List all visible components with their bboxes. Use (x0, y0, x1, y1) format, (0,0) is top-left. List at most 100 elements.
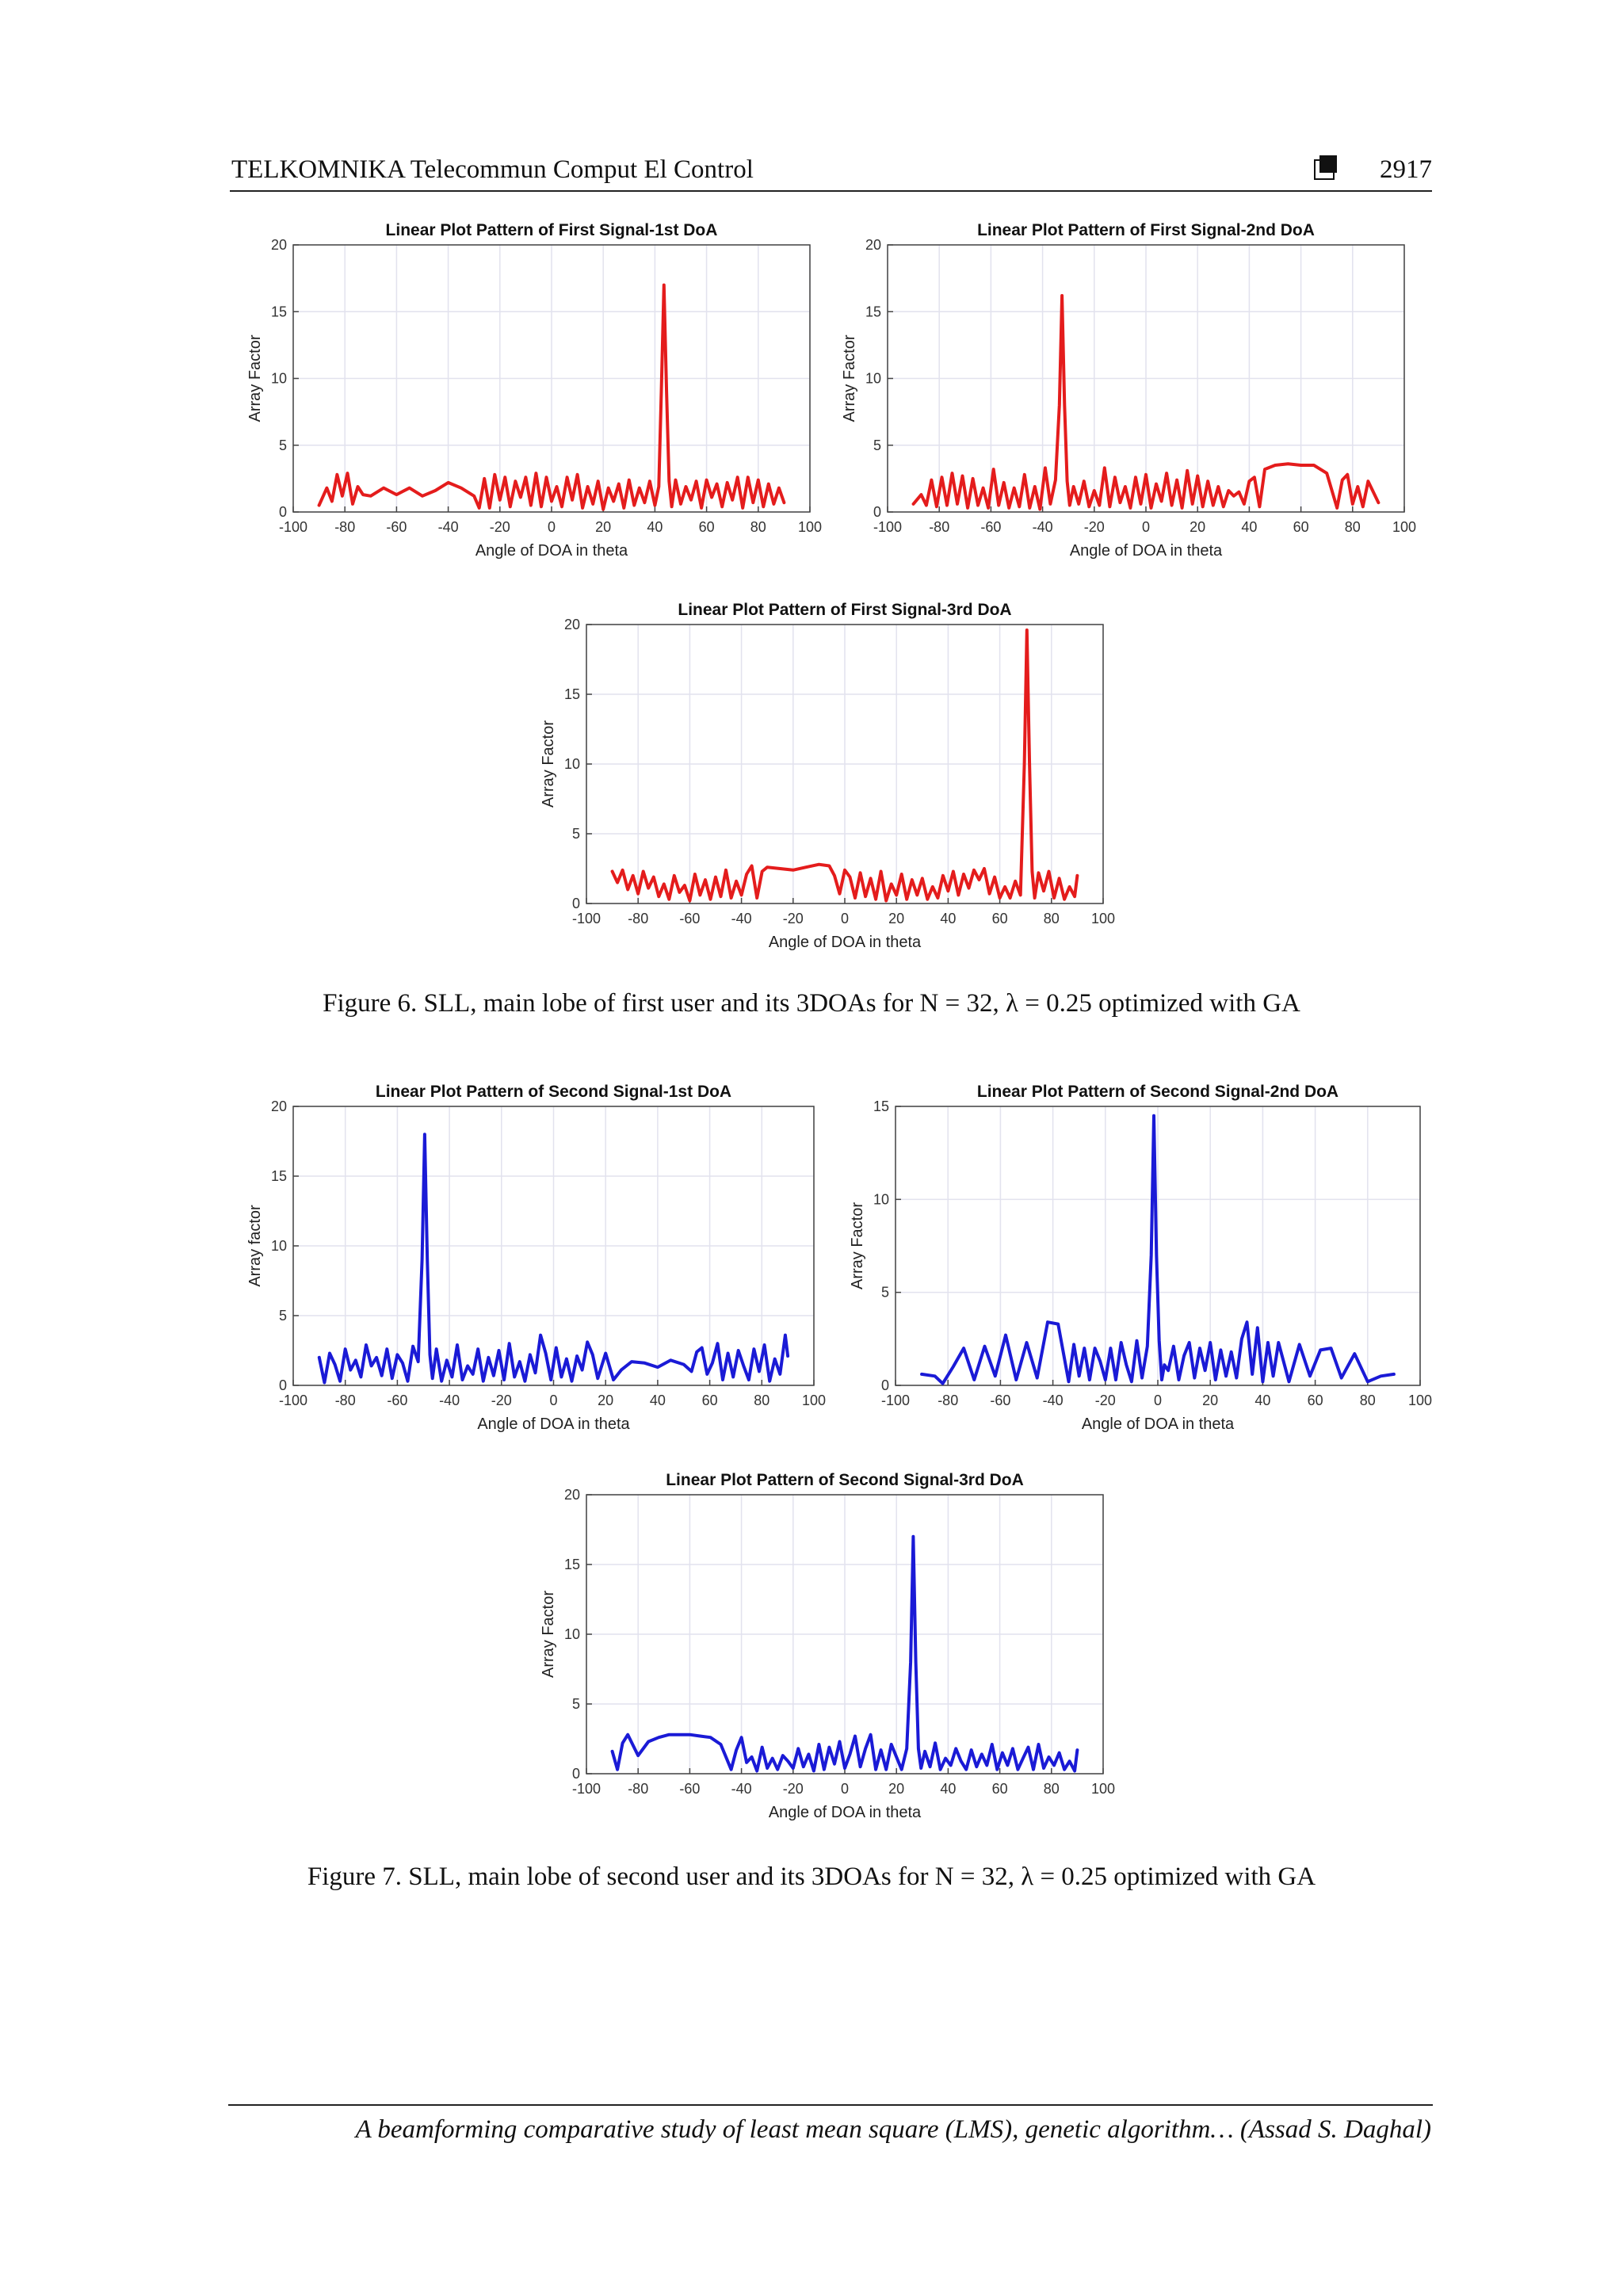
chart-4-x-tick-label-2: -60 (990, 1392, 1010, 1408)
chart-5-y-axis-label: Array Factor (540, 1591, 557, 1678)
chart-4-x-tick-label-3: -40 (1043, 1392, 1064, 1408)
chart-5-x-tick-label-1: -80 (628, 1781, 648, 1797)
chart-2-series-line (610, 628, 1079, 903)
page-header: TELKOMNIKA Telecommun Comput El Control … (230, 152, 1432, 192)
chart-0-x-tick-label-5: 0 (548, 519, 556, 535)
chart-2-x-tick-label-1: -80 (628, 911, 648, 926)
chart-0-x-tick-label-6: 20 (595, 519, 611, 535)
chart-5-x-tick-label-2: -60 (679, 1781, 700, 1797)
chart-1-y-tick-label-1: 5 (873, 437, 881, 453)
chart-3-x-tick-label-6: 20 (598, 1392, 613, 1408)
chart-4-y-axis-label: Array Factor (849, 1202, 866, 1289)
chart-1-x-axis-label: Angle of DOA in theta (1070, 542, 1223, 560)
chart-5-x-tick-label-3: -40 (731, 1781, 752, 1797)
chart-3-title: Linear Plot Pattern of Second Signal-1st… (376, 1083, 731, 1101)
chart-1-y-tick-label-3: 15 (865, 304, 881, 319)
chart-0-x-tick-label-3: -40 (438, 519, 459, 535)
chart-4-x-tick-label-7: 40 (1254, 1392, 1270, 1408)
chart-3-x-tick-label-7: 40 (650, 1392, 666, 1408)
chart-4-title: Linear Plot Pattern of Second Signal-2nd… (977, 1083, 1338, 1101)
chart-5-y-tick-label-1: 5 (572, 1696, 580, 1712)
chart-3-y-tick-label-1: 5 (279, 1308, 287, 1324)
chart-5-y-tick-label-0: 0 (572, 1766, 580, 1782)
chart-5-y-tick-label-3: 15 (564, 1557, 580, 1572)
chart-1-x-tick-label-8: 60 (1293, 519, 1309, 535)
figure-7-caption: Figure 7. SLL, main lobe of second user … (307, 1862, 1316, 1891)
chart-3-x-tick-label-1: -80 (335, 1392, 356, 1408)
chart-2-x-tick-label-5: 0 (841, 911, 849, 926)
chart-1-series-line (911, 294, 1381, 511)
chart-4-x-tick-label-0: -100 (881, 1392, 910, 1408)
chart-1-title: Linear Plot Pattern of First Signal-2nd … (977, 221, 1315, 239)
chart-0-x-tick-label-7: 40 (647, 519, 663, 535)
chart-1-x-tick-label-10: 100 (1392, 519, 1416, 535)
chart-1-y-tick-label-0: 0 (873, 504, 881, 520)
chart-3-x-tick-label-0: -100 (279, 1392, 307, 1408)
chart-4-series-line (920, 1114, 1396, 1385)
chart-3-x-tick-label-2: -60 (387, 1392, 407, 1408)
chart-1-x-tick-label-7: 40 (1241, 519, 1257, 535)
chart-0-series-line (317, 283, 786, 511)
chart-2-title: Linear Plot Pattern of First Signal-3rd … (678, 601, 1011, 619)
chart-0-y-tick-label-0: 0 (279, 504, 287, 520)
journal-title: TELKOMNIKA Telecommun Comput El Control (231, 155, 754, 184)
square-bullet-icon (1314, 155, 1337, 180)
chart-1-x-tick-label-6: 20 (1190, 519, 1205, 535)
chart-first-signal-1st-doa: -100 -80 -60 -40 -20 0 20 40 60 80 100 0 5 10 15 20 Line… (246, 221, 822, 560)
chart-5-x-tick-label-9: 80 (1044, 1781, 1060, 1797)
chart-4-x-tick-label-8: 60 (1308, 1392, 1323, 1408)
chart-1-x-tick-label-0: -100 (873, 519, 902, 535)
chart-0-x-tick-label-0: -100 (279, 519, 307, 535)
chart-0-x-axis-label: Angle of DOA in theta (475, 542, 628, 560)
chart-3-x-tick-label-10: 100 (802, 1392, 826, 1408)
chart-3-y-tick-label-0: 0 (279, 1377, 287, 1393)
chart-5-x-tick-label-5: 0 (841, 1781, 849, 1797)
chart-1-x-tick-label-2: -60 (980, 519, 1001, 535)
chart-5-y-tick-label-2: 10 (564, 1626, 580, 1642)
chart-first-signal-2nd-doa: -100 -80 -60 -40 -20 0 20 40 60 80 100 0 5 10 15 20 Line… (841, 221, 1416, 560)
chart-2-x-tick-label-4: -20 (783, 911, 804, 926)
chart-0-y-tick-label-4: 20 (271, 237, 287, 253)
chart-2-x-tick-label-3: -40 (731, 911, 752, 926)
chart-3-y-tick-label-2: 10 (271, 1238, 287, 1254)
chart-4-y-tick-label-2: 10 (873, 1191, 889, 1207)
chart-3-y-axis-label: Array factor (246, 1205, 264, 1287)
chart-5-x-axis-label: Angle of DOA in theta (769, 1804, 922, 1821)
chart-0-y-tick-label-3: 15 (271, 304, 287, 319)
chart-2-y-tick-label-2: 10 (564, 756, 580, 772)
chart-first-signal-3rd-doa: -100 -80 -60 -40 -20 0 20 40 60 80 100 0 5 10 15 20 Line… (540, 601, 1115, 951)
chart-0-x-tick-label-10: 100 (798, 519, 822, 535)
chart-1-x-tick-label-4: -20 (1084, 519, 1105, 535)
chart-4-x-tick-label-6: 20 (1202, 1392, 1218, 1408)
chart-4-x-tick-label-4: -20 (1095, 1392, 1116, 1408)
chart-0-y-axis-label: Array Factor (246, 334, 264, 422)
chart-5-x-tick-label-10: 100 (1091, 1781, 1115, 1797)
page-number: 2917 (1380, 155, 1432, 184)
chart-0-x-tick-label-1: -80 (334, 519, 355, 535)
chart-5-x-tick-label-6: 20 (888, 1781, 904, 1797)
chart-5-x-tick-label-7: 40 (940, 1781, 956, 1797)
page-footer: A beamforming comparative study of least… (228, 2104, 1433, 2144)
chart-1-x-tick-label-5: 0 (1142, 519, 1150, 535)
chart-2-y-tick-label-0: 0 (572, 896, 580, 911)
chart-4-x-axis-label: Angle of DOA in theta (1082, 1415, 1235, 1433)
chart-0-x-tick-label-8: 60 (699, 519, 715, 535)
chart-2-y-tick-label-3: 15 (564, 686, 580, 702)
chart-4-x-tick-label-10: 100 (1408, 1392, 1432, 1408)
chart-second-signal-3rd-doa: -100 -80 -60 -40 -20 0 20 40 60 80 100 0 5 10 15 20 Line… (540, 1471, 1115, 1821)
chart-1-y-tick-label-2: 10 (865, 371, 881, 387)
chart-0-y-tick-label-1: 5 (279, 437, 287, 453)
chart-0-x-tick-label-4: -20 (490, 519, 510, 535)
chart-0-x-tick-label-2: -60 (386, 519, 407, 535)
chart-5-series-line (610, 1534, 1079, 1773)
chart-4-x-tick-label-9: 80 (1360, 1392, 1376, 1408)
chart-3-x-tick-label-4: -20 (491, 1392, 512, 1408)
chart-0-x-tick-label-9: 80 (750, 519, 766, 535)
chart-4-x-tick-label-1: -80 (938, 1392, 958, 1408)
chart-2-y-tick-label-1: 5 (572, 826, 580, 842)
chart-1-y-tick-label-4: 20 (865, 237, 881, 253)
chart-0-y-tick-label-2: 10 (271, 371, 287, 387)
chart-2-x-tick-label-0: -100 (572, 911, 601, 926)
chart-3-series-line (317, 1133, 790, 1385)
chart-3-y-tick-label-3: 15 (271, 1168, 287, 1184)
